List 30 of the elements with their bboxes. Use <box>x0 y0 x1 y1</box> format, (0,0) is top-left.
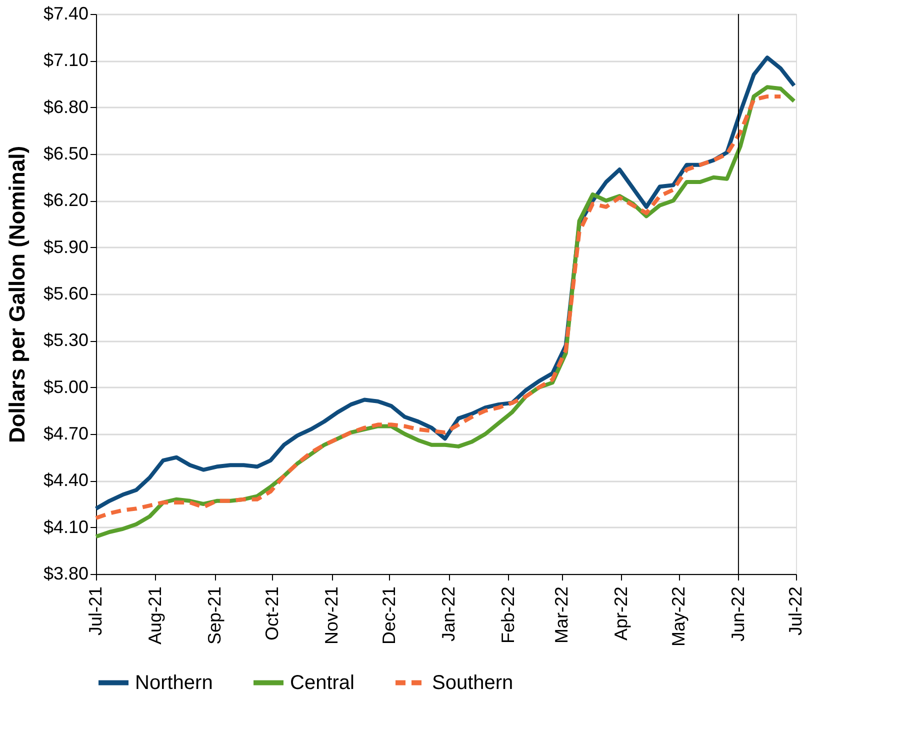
x-tick-label: Jul-22 <box>786 586 806 636</box>
y-tick-label: $5.90 <box>43 236 88 257</box>
x-tick-label: Feb-22 <box>498 586 518 644</box>
x-tick-label: Oct-21 <box>262 586 282 641</box>
y-tick-label: $6.20 <box>43 190 88 210</box>
x-tick-label: Mar-22 <box>552 586 572 644</box>
x-tick-label: May-22 <box>668 586 689 647</box>
x-tick-label: Apr-22 <box>610 586 631 641</box>
legend-label: Southern <box>432 672 514 694</box>
y-tick-label: $5.00 <box>43 376 88 397</box>
y-tick-label: $5.60 <box>43 284 88 304</box>
x-tick-label: Jul-21 <box>86 586 106 636</box>
y-tick-label: $7.10 <box>43 50 88 70</box>
legend-label: Central <box>290 672 354 694</box>
x-tick-label: Sep-21 <box>204 586 224 645</box>
x-tick-label: Aug-21 <box>144 586 165 645</box>
y-tick-label: $4.40 <box>43 470 88 490</box>
y-tick-label: $6.80 <box>43 96 88 117</box>
x-tick-label: Jan-22 <box>438 586 458 642</box>
y-tick-label: $4.70 <box>43 424 88 444</box>
x-tick-label: Jun-22 <box>728 586 748 642</box>
y-tick-label: $5.30 <box>43 330 88 350</box>
legend-label: Northern <box>135 672 213 694</box>
y-tick-label: $6.50 <box>43 144 88 164</box>
y-tick-label: $4.10 <box>43 516 88 537</box>
x-tick-label: Nov-21 <box>321 586 342 645</box>
y-axis-title: Dollars per Gallon (Nominal) <box>4 146 30 444</box>
y-tick-label: $3.80 <box>43 564 88 584</box>
x-tick-label: Dec-21 <box>378 586 399 645</box>
y-tick-label: $7.40 <box>43 4 88 24</box>
